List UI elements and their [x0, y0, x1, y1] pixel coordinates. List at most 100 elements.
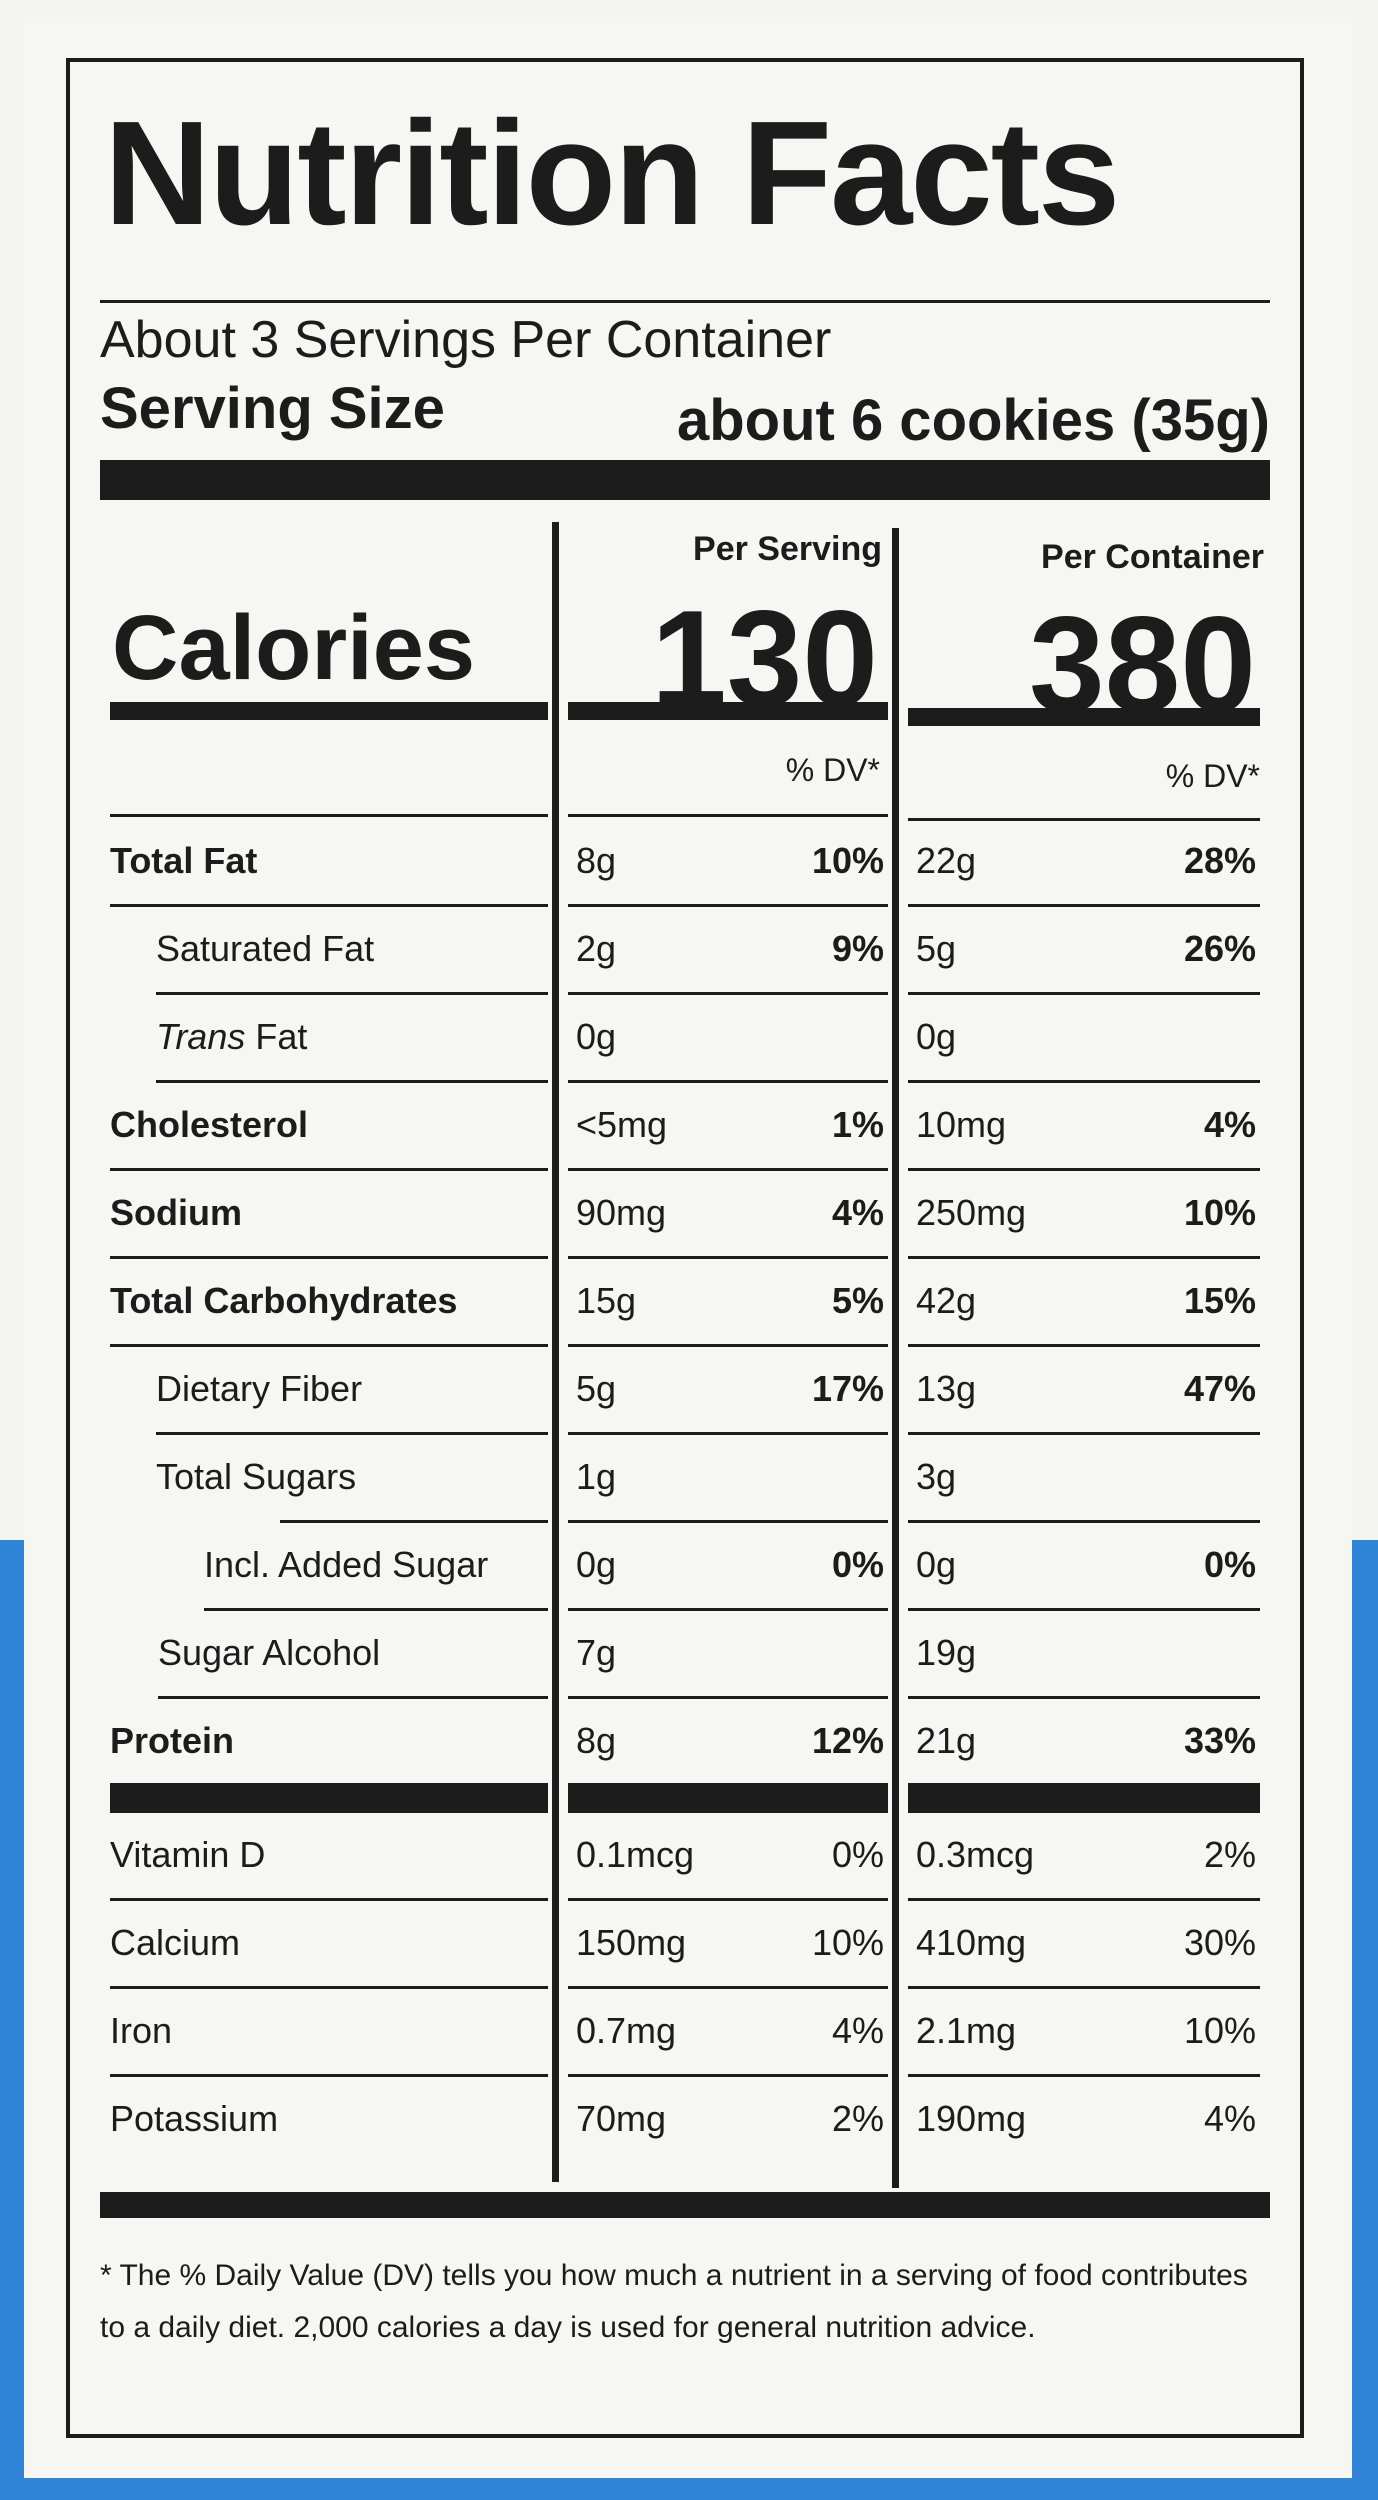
- serving-amount: <5mg: [576, 1104, 668, 1145]
- vitamin-row-vitamin-d: Vitamin D 0.1mcg 0% 0.3mcg 2%: [70, 1813, 1300, 1901]
- nutrient-name: Protein: [110, 1720, 235, 1761]
- nutrient-row-cholesterol: Cholesterol <5mg 1% 10mg 4%: [70, 1083, 1300, 1171]
- vitamin-separator-middle: [568, 1783, 888, 1813]
- container-dv: 33%: [1183, 1720, 1256, 1761]
- nutrient-row-sugar-alcohol: Sugar Alcohol 7g 19g: [70, 1611, 1300, 1699]
- vitamin-name: Potassium: [110, 2098, 279, 2139]
- nutrient-name: Cholesterol: [110, 1104, 309, 1145]
- serving-amount: 8g: [576, 1720, 617, 1761]
- nutrient-name: Dietary Fiber: [156, 1368, 363, 1409]
- dv-header-container: % DV*: [1165, 758, 1260, 794]
- container-amount: 0g: [916, 1544, 957, 1585]
- nutrient-name: Saturated Fat: [156, 928, 375, 969]
- serving-size-value: about 6 cookies (35g): [676, 388, 1270, 453]
- column-divider-right: [892, 528, 899, 2188]
- container-amount: 0.3mcg: [916, 1834, 1035, 1875]
- label-title: Nutrition Facts: [104, 91, 1120, 256]
- container-dv: 10%: [1183, 1192, 1256, 1233]
- nutrient-row-total-sugars: Total Sugars 1g 3g: [70, 1435, 1300, 1523]
- vitamin-separator-right: [908, 1783, 1260, 1813]
- serving-dv: 12%: [811, 1720, 884, 1761]
- serving-dv: 4%: [831, 1192, 884, 1233]
- nutrient-name: Trans Fat: [156, 1019, 307, 1055]
- calories-label: Calories: [112, 597, 476, 699]
- serving-amount: 70mg: [576, 2098, 667, 2139]
- serving-dv: 2%: [831, 2098, 884, 2139]
- vitamin-row-calcium: Calcium 150mg 10% 410mg 30%: [70, 1901, 1300, 1989]
- serving-amount: 7g: [576, 1632, 617, 1673]
- footnote-bar: [100, 2192, 1270, 2218]
- container-amount: 2.1mg: [916, 2010, 1017, 2051]
- vitamin-separator: [70, 1783, 1300, 1813]
- container-amount: 5g: [916, 928, 957, 969]
- daily-value-footnote: * The % Daily Value (DV) tells you how m…: [100, 2259, 1248, 2344]
- nutrient-name-rest: Fat: [245, 1016, 308, 1057]
- container-amount: 190mg: [916, 2098, 1027, 2139]
- serving-dv: 5%: [831, 1280, 884, 1321]
- nutrient-name: Sugar Alcohol: [158, 1632, 381, 1673]
- calories-bar-left: [110, 702, 548, 720]
- serving-dv: 1%: [831, 1104, 884, 1145]
- calories-bar-middle: [568, 702, 888, 720]
- dv-rule-middle: [568, 814, 888, 817]
- calories-bar-right: [908, 708, 1260, 726]
- serving-dv: 4%: [831, 2010, 884, 2051]
- serving-size-label: Serving Size: [100, 376, 445, 441]
- vitamin-name: Calcium: [110, 1922, 241, 1963]
- serving-amount: 90mg: [576, 1192, 667, 1233]
- per-container-header: Per Container: [1041, 538, 1264, 576]
- serving-amount: 5g: [576, 1368, 617, 1409]
- serving-amount: 1g: [576, 1456, 617, 1497]
- container-amount: 22g: [916, 840, 977, 881]
- vitamin-name: Iron: [110, 2010, 173, 2051]
- serving-dv: 9%: [831, 928, 884, 969]
- serving-amount: 2g: [576, 928, 617, 969]
- nutrient-row-dietary-fiber: Dietary Fiber 5g 17% 13g 47%: [70, 1347, 1300, 1435]
- nutrient-row-protein: Protein 8g 12% 21g 33%: [70, 1699, 1300, 1783]
- nutrient-name: Sodium: [110, 1192, 242, 1233]
- per-serving-header: Per Serving: [693, 530, 882, 568]
- serving-dv: 17%: [811, 1368, 884, 1409]
- container-amount: 10mg: [916, 1104, 1007, 1145]
- serving-dv: 0%: [831, 1834, 884, 1875]
- dv-header-serving: % DV*: [785, 752, 880, 788]
- dv-rule-right: [908, 818, 1260, 821]
- container-amount: 250mg: [916, 1192, 1027, 1233]
- nutrient-name: Total Sugars: [156, 1456, 357, 1497]
- serving-amount: 0g: [576, 1016, 617, 1057]
- nutrition-facts-label: Nutrition Facts About 3 Servings Per Con…: [66, 58, 1304, 2438]
- vitamin-name: Vitamin D: [110, 1834, 266, 1875]
- nutrient-name-italic: Trans: [156, 1016, 246, 1057]
- container-dv: 47%: [1183, 1368, 1256, 1409]
- container-amount: 410mg: [916, 1922, 1027, 1963]
- container-dv: 30%: [1183, 1922, 1256, 1963]
- nutrient-row-total-fat: Total Fat 8g 10% 22g 28%: [70, 819, 1300, 907]
- dv-rule-left: [110, 814, 548, 817]
- nutrient-row-saturated-fat: Saturated Fat 2g 9% 5g 26%: [70, 907, 1300, 995]
- nutrient-row-trans-fat: Trans Fat 0g 0g: [70, 995, 1300, 1083]
- vitamin-separator-left: [110, 1783, 548, 1813]
- vitamin-row-potassium: Potassium 70mg 2% 190mg 4%: [70, 2077, 1300, 2163]
- serving-amount: 0g: [576, 1544, 617, 1585]
- container-amount: 19g: [916, 1632, 977, 1673]
- serving-dv: 0%: [831, 1544, 884, 1585]
- container-amount: 3g: [916, 1456, 957, 1497]
- nutrient-name: Total Fat: [110, 840, 258, 881]
- container-dv: 0%: [1203, 1544, 1256, 1585]
- container-dv: 28%: [1183, 840, 1256, 881]
- container-dv: 2%: [1203, 1834, 1256, 1875]
- serving-amount: 150mg: [576, 1922, 687, 1963]
- container-dv: 15%: [1183, 1280, 1256, 1321]
- serving-amount: 8g: [576, 840, 617, 881]
- nutrient-row-total-carbohydrates: Total Carbohydrates 15g 5% 42g 15%: [70, 1259, 1300, 1347]
- nutrient-row-sodium: Sodium 90mg 4% 250mg 10%: [70, 1171, 1300, 1259]
- serving-thick-rule: [100, 460, 1270, 500]
- title-rule: [100, 300, 1270, 303]
- serving-amount: 15g: [576, 1280, 637, 1321]
- serving-amount: 0.7mg: [576, 2010, 677, 2051]
- serving-dv: 10%: [811, 840, 884, 881]
- container-amount: 0g: [916, 1016, 957, 1057]
- serving-amount: 0.1mcg: [576, 1834, 695, 1875]
- container-dv: 10%: [1183, 2010, 1256, 2051]
- servings-per-container: About 3 Servings Per Container: [100, 311, 832, 369]
